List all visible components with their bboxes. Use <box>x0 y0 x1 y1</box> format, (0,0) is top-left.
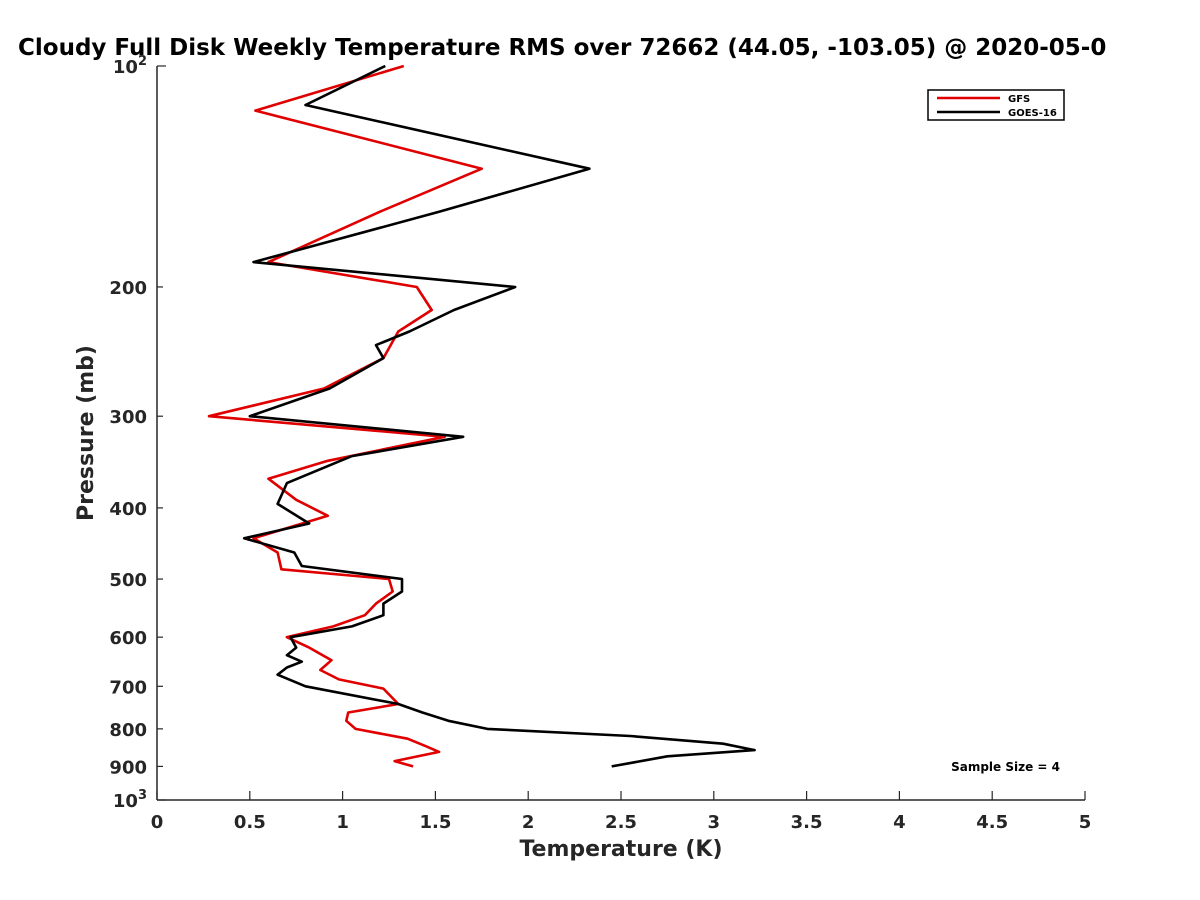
x-tick-label: 3.5 <box>791 812 823 833</box>
x-axis: 0 0.5 1 1.5 2 2.5 3 3.5 4 4.5 5 <box>151 791 1092 833</box>
chart-title: Cloudy Full Disk Weekly Temperature RMS … <box>18 35 1106 61</box>
y-tick-label: 200 <box>109 278 147 299</box>
y-axis-label: Pressure (mb) <box>74 345 99 521</box>
y-tick-label: 600 <box>109 628 147 649</box>
y-tick-label: 900 <box>109 757 147 778</box>
x-tick-label: 2 <box>522 812 535 833</box>
series-line-goes-16 <box>242 64 756 768</box>
x-tick-label: 4 <box>893 812 906 833</box>
x-tick-label: 5 <box>1079 812 1092 833</box>
legend-box <box>927 89 1065 121</box>
y-tick-label: 700 <box>109 677 147 698</box>
x-tick-label: 2.5 <box>605 812 637 833</box>
legend-label: GOES-16 <box>1008 108 1057 119</box>
x-axis-label: Temperature (K) <box>519 837 722 862</box>
y-tick-label: 300 <box>109 407 147 428</box>
x-tick-label: 4.5 <box>976 812 1008 833</box>
y-tick-label: 800 <box>109 720 147 741</box>
x-tick-label: 0 <box>151 812 164 833</box>
series-line-gfs <box>207 64 484 768</box>
x-tick-label: 3 <box>708 812 721 833</box>
sample-size-annotation: Sample Size = 4 <box>951 760 1060 774</box>
plot-area <box>207 64 756 768</box>
y-tick-label: 103 <box>113 788 147 812</box>
legend-label: GFS <box>1008 94 1030 105</box>
x-tick-label: 1.5 <box>419 812 451 833</box>
y-tick-label: 102 <box>113 54 147 78</box>
legend: GFS GOES-16 <box>927 89 1065 121</box>
x-tick-label: 0.5 <box>234 812 266 833</box>
y-axis: 102 200 300 400 500 600 700 800 900 103 <box>109 54 166 812</box>
y-tick-label: 500 <box>109 570 147 591</box>
x-tick-label: 1 <box>336 812 349 833</box>
y-tick-label: 400 <box>109 499 147 520</box>
